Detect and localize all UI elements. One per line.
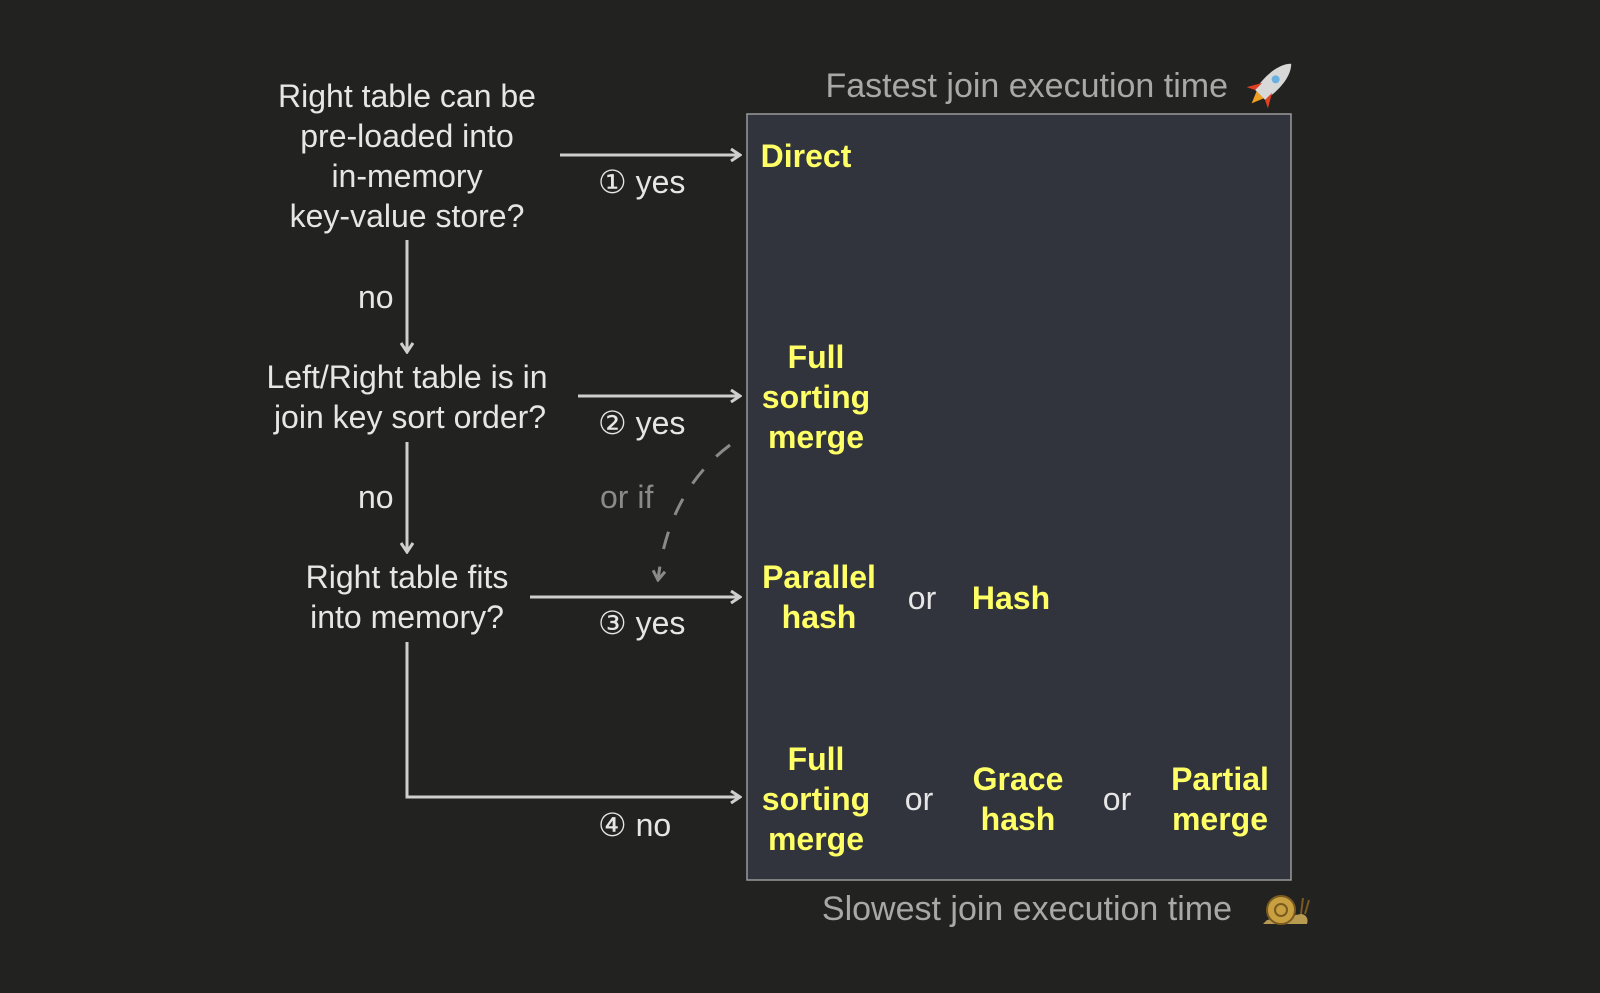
arrow-no-4 bbox=[405, 642, 740, 797]
question-line: key-value store? bbox=[290, 198, 525, 234]
algorithm-line: merge bbox=[1172, 801, 1268, 837]
edge-label-no-1: no bbox=[358, 279, 394, 315]
algorithm-partial-merge: Partial merge bbox=[1171, 761, 1269, 837]
edge-label-or-if: or if bbox=[600, 479, 653, 515]
edge-label-yes-3: ③ yes bbox=[598, 605, 685, 641]
algorithm-panel bbox=[746, 113, 1292, 881]
algorithm-line: merge bbox=[768, 419, 864, 455]
edge-label-no-4: ④ no bbox=[598, 807, 671, 843]
question-2: Left/Right table is in join key sort ord… bbox=[266, 359, 547, 435]
edge-label-yes-2: ② yes bbox=[598, 405, 685, 441]
or-label: or bbox=[1103, 781, 1132, 817]
algorithm-direct: Direct bbox=[761, 138, 852, 174]
rocket-icon bbox=[1246, 63, 1292, 109]
algorithm-line: sorting bbox=[762, 781, 870, 817]
algorithm-line: sorting bbox=[762, 379, 870, 415]
question-line: join key sort order? bbox=[273, 399, 546, 435]
algorithm-line: merge bbox=[768, 821, 864, 857]
question-line: pre-loaded into bbox=[300, 118, 513, 154]
algorithm-full-sorting-merge-slow: Full sorting merge bbox=[762, 741, 870, 857]
algorithm-line: Partial bbox=[1171, 761, 1269, 797]
algorithm-grace-hash: Grace hash bbox=[973, 761, 1064, 837]
question-1: Right table can be pre-loaded into in-me… bbox=[278, 78, 536, 234]
algorithm-line: Full bbox=[788, 339, 845, 375]
algorithm-hash: Hash bbox=[972, 580, 1050, 616]
arrow-or-if bbox=[658, 443, 731, 580]
algorithm-line: Parallel bbox=[762, 559, 876, 595]
algorithm-full-sorting-merge: Full sorting merge bbox=[762, 339, 870, 455]
algorithm-line: Grace bbox=[973, 761, 1064, 797]
edge-label-no-2: no bbox=[358, 479, 394, 515]
question-line: Left/Right table is in bbox=[266, 359, 547, 395]
or-label: or bbox=[908, 580, 937, 616]
snail-icon bbox=[1263, 895, 1310, 925]
question-line: Right table can be bbox=[278, 78, 536, 114]
question-line: in-memory bbox=[331, 158, 482, 194]
algorithm-line: hash bbox=[981, 801, 1056, 837]
algorithm-line: Full bbox=[788, 741, 845, 777]
or-label: or bbox=[905, 781, 934, 817]
fastest-label: Fastest join execution time bbox=[825, 67, 1228, 105]
algorithm-line: hash bbox=[782, 599, 857, 635]
algorithm-parallel-hash: Parallel hash bbox=[762, 559, 876, 635]
edge-label-yes-1: ① yes bbox=[598, 164, 685, 200]
slowest-label: Slowest join execution time bbox=[822, 890, 1232, 928]
question-line: into memory? bbox=[310, 599, 504, 635]
question-3: Right table fits into memory? bbox=[306, 559, 509, 635]
question-line: Right table fits bbox=[306, 559, 509, 595]
